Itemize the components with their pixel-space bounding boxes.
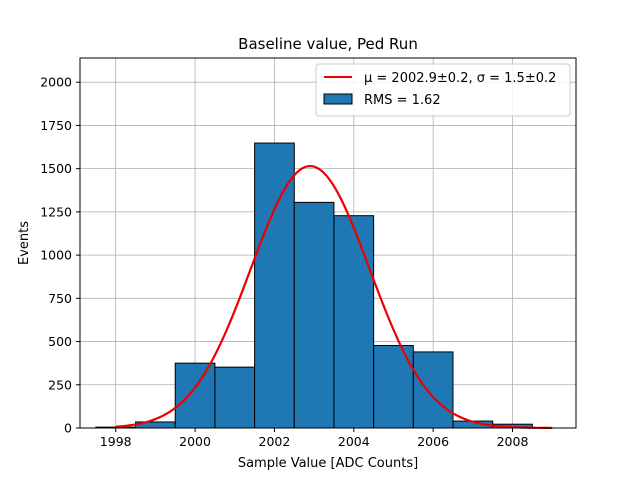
histogram-bar-3 <box>214 366 256 429</box>
legend-hist-swatch <box>323 93 353 105</box>
x-tick-label: 2004 <box>338 434 370 449</box>
histogram-bar-2 <box>174 362 216 429</box>
x-tick-label: 2000 <box>179 434 211 449</box>
y-tick-label: 750 <box>48 291 72 306</box>
legend-hist-label: RMS = 1.62 <box>364 93 441 108</box>
fit-curve <box>115 164 553 430</box>
y-axis-ticks: 0 250 500 750 1000 1250 1500 1750 2000 <box>40 75 80 436</box>
histogram-bar-5 <box>293 201 335 429</box>
legend: μ = 2002.9±0.2, σ = 1.5±0.2 RMS = 1.62 <box>315 63 571 117</box>
y-tick-label: 0 <box>64 421 72 436</box>
x-tick-label: 2006 <box>417 434 449 449</box>
x-axis-ticks: 1998 2000 2002 2004 2006 2008 <box>100 428 529 449</box>
x-tick-label: 2002 <box>259 434 291 449</box>
chart-title: Baseline value, Ped Run <box>238 35 418 53</box>
histogram-bar-4 <box>254 142 295 429</box>
y-tick-label: 250 <box>48 377 72 392</box>
histogram-bar-8 <box>412 351 454 429</box>
legend-box <box>315 63 571 117</box>
legend-fit-label: μ = 2002.9±0.2, σ = 1.5±0.2 <box>364 71 556 86</box>
x-axis-label: Sample Value [ADC Counts] <box>238 456 418 471</box>
x-tick-label: 2008 <box>497 434 529 449</box>
histogram-bar-6 <box>333 215 375 429</box>
histogram-bars <box>95 142 533 429</box>
gaussian-fit <box>115 164 553 430</box>
y-tick-label: 1500 <box>40 161 72 176</box>
y-tick-label: 1750 <box>40 118 72 133</box>
y-tick-label: 1250 <box>40 204 72 219</box>
x-tick-label: 1998 <box>100 434 132 449</box>
y-tick-label: 1000 <box>40 248 72 263</box>
grid-lines <box>80 58 576 429</box>
y-axis-label: Events <box>17 221 32 265</box>
y-tick-label: 2000 <box>40 75 72 90</box>
y-tick-label: 500 <box>48 334 72 349</box>
plot-frame <box>79 57 577 429</box>
